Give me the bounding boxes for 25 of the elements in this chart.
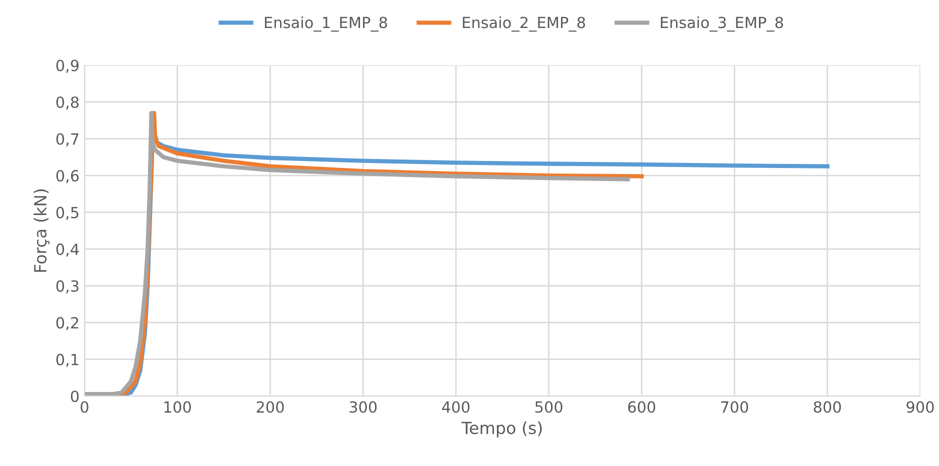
y-tick-label: 0 xyxy=(70,390,79,402)
y-tick-label: 0,2 xyxy=(56,317,78,330)
x-tick-label: 800 xyxy=(814,401,841,413)
x-tick-label: 400 xyxy=(442,401,470,413)
x-tick-label: 300 xyxy=(350,401,377,413)
legend-label: Ensaio_1_EMP_8 xyxy=(264,16,388,32)
y-tick-label: 0,3 xyxy=(56,280,78,294)
x-tick-label: 0 xyxy=(80,401,88,413)
y-axis-title: Força (kN) xyxy=(34,189,50,272)
y-tick-label: 0,7 xyxy=(56,133,78,146)
x-axis-title: Tempo (s) xyxy=(462,421,542,438)
x-tick-label: 900 xyxy=(906,401,934,413)
legend-label: Ensaio_2_EMP_8 xyxy=(462,16,586,32)
legend-label: Ensaio_3_EMP_8 xyxy=(660,16,784,32)
x-tick-label: 600 xyxy=(628,401,656,413)
x-tick-label: 200 xyxy=(256,401,284,413)
y-tick-label: 0,9 xyxy=(56,60,79,73)
x-tick-label: 100 xyxy=(164,401,191,413)
x-tick-label: 700 xyxy=(721,401,748,413)
y-tick-label: 0,6 xyxy=(56,170,79,184)
y-tick-label: 0,4 xyxy=(56,244,79,257)
y-tick-label: 0,1 xyxy=(56,354,78,367)
y-tick-label: 0,5 xyxy=(56,206,78,220)
x-tick-label: 500 xyxy=(535,401,562,413)
y-tick-label: 0,8 xyxy=(56,96,79,110)
